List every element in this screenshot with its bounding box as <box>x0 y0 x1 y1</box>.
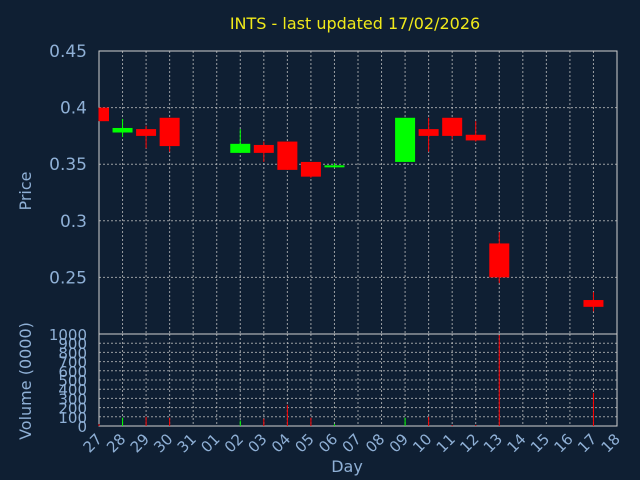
candle-body <box>159 117 180 147</box>
x-tick-label: 07 <box>339 430 365 456</box>
candle-body <box>418 129 439 136</box>
candle <box>136 125 157 149</box>
x-tick-label: 15 <box>527 430 553 456</box>
candle-body <box>230 143 251 153</box>
price-tick-label: 0.4 <box>60 99 87 119</box>
candle <box>465 121 486 142</box>
volume-tick-label: 600 <box>58 363 87 381</box>
volume-tick-label: 400 <box>58 381 87 399</box>
x-tick-label: 30 <box>150 430 176 456</box>
candle-body <box>465 134 486 141</box>
candle-body <box>324 165 345 168</box>
candle-body <box>395 117 416 162</box>
chart-title: INTS - last updated 17/02/2026 <box>230 14 480 33</box>
candle <box>112 118 133 138</box>
volume-tick-label: 700 <box>58 354 87 372</box>
candle <box>324 163 345 168</box>
candle-body <box>489 243 510 278</box>
x-tick-label: 02 <box>221 430 247 456</box>
price-tick-label: 0.25 <box>49 268 87 288</box>
volume-axis-title: Volume (0000) <box>16 322 35 440</box>
candle <box>300 161 321 178</box>
price-tick-labels: 0.45 0.4 0.35 0.3 0.25 <box>49 42 87 288</box>
candle <box>253 141 274 162</box>
x-tick-label: 03 <box>244 430 270 456</box>
price-tick-label: 0.35 <box>49 155 87 175</box>
candle-body <box>99 107 109 122</box>
x-tick-label: 17 <box>574 430 600 456</box>
candle <box>98 107 109 122</box>
volume-tick-label: 900 <box>58 335 87 353</box>
volume-tick-label: 1000 <box>49 326 87 344</box>
price-tick-label: 0.3 <box>60 212 87 232</box>
price-axis-title: Price <box>16 171 35 210</box>
x-axis-title: Day <box>331 457 363 476</box>
candle <box>159 117 180 152</box>
x-tick-label: 31 <box>174 430 200 456</box>
x-tick-labels: 2728293031010203040506070809101112131415… <box>80 430 624 456</box>
x-tick-label: 28 <box>103 430 129 456</box>
x-tick-label: 09 <box>386 430 412 456</box>
volume-tick-label: 100 <box>58 409 87 427</box>
candle <box>418 117 439 152</box>
candle <box>442 117 463 140</box>
candle <box>583 292 604 312</box>
candle-body <box>583 300 604 307</box>
price-grid <box>98 50 618 334</box>
x-tick-label: 04 <box>268 430 294 456</box>
candle-body <box>300 161 321 177</box>
volume-tick-label: 0 <box>77 418 87 436</box>
x-tick-label: 06 <box>315 430 341 456</box>
candle <box>277 141 298 170</box>
x-tick-label: 11 <box>433 430 459 456</box>
candle <box>230 129 251 153</box>
x-tick-label: 08 <box>362 430 388 456</box>
candle-body <box>253 144 274 153</box>
x-tick-label: 18 <box>598 430 624 456</box>
candle-body <box>112 127 133 133</box>
x-tick-label: 01 <box>197 430 223 456</box>
volume-tick-label: 800 <box>58 344 87 362</box>
x-tick-label: 05 <box>292 430 318 456</box>
volume-tick-label: 300 <box>58 390 87 408</box>
x-tick-label: 16 <box>551 430 577 456</box>
candle-body <box>442 117 463 136</box>
volume-bars <box>98 334 594 426</box>
candle <box>489 232 510 284</box>
candle-body <box>136 129 157 136</box>
candles <box>98 107 604 312</box>
axes <box>98 50 618 427</box>
volume-tick-label: 500 <box>58 372 87 390</box>
candle-body <box>277 141 298 170</box>
volume-grid <box>98 333 618 427</box>
volume-tick-label: 200 <box>58 400 87 418</box>
volume-plot-frame <box>98 333 618 427</box>
x-tick-label: 29 <box>127 430 153 456</box>
price-tick-label: 0.45 <box>49 42 87 62</box>
x-tick-label: 13 <box>480 430 506 456</box>
candle <box>395 117 416 162</box>
x-tick-label: 12 <box>456 430 482 456</box>
x-tick-label: 10 <box>409 430 435 456</box>
x-tick-label: 14 <box>503 430 529 456</box>
